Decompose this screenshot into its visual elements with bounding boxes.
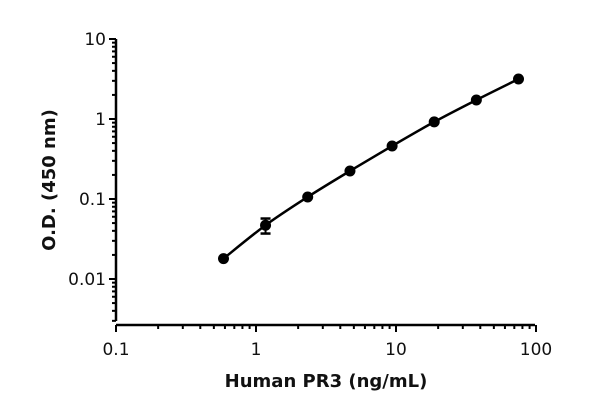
y-tick-label: 0.01 [68,270,106,290]
data-point [386,140,398,152]
x-axis-title: Human PR3 (ng/mL) [225,371,428,392]
fit-line [222,77,520,260]
data-point [428,116,440,128]
data-points [218,73,525,265]
x-tick-label: 0.1 [102,340,129,360]
y-axis-title: O.D. (450 nm) [39,109,60,251]
data-point [302,191,314,203]
x-tick-label: 1 [251,340,262,360]
y-tick-label: 10 [84,30,106,50]
data-point [470,94,482,106]
y-tick-label: 1 [95,110,106,130]
y-tick-label: 0.1 [79,190,106,210]
x-tick-label: 10 [385,340,407,360]
data-point [260,219,272,231]
data-point [344,165,356,177]
axes: 0.01 0.1 1 10 0.1 1 10 100 [68,30,552,360]
fit-curve [222,77,520,260]
data-point [513,73,525,85]
x-tick-label: 100 [520,340,552,360]
data-point [218,253,230,265]
